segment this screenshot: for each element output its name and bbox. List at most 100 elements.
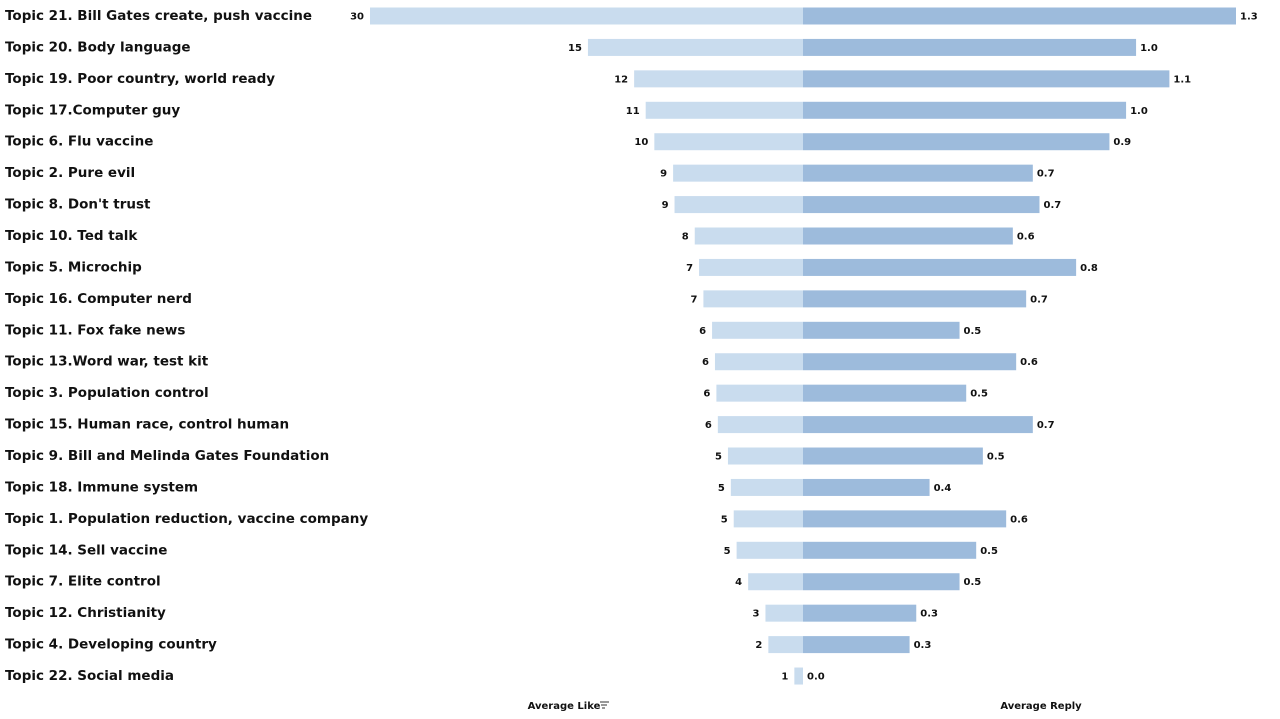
- data-label: 7: [690, 294, 697, 305]
- bar: [714, 353, 803, 371]
- bar: [716, 384, 803, 402]
- data-label: 0.3: [920, 609, 938, 620]
- bar: [736, 541, 803, 559]
- data-label: 1.1: [1173, 74, 1191, 85]
- bar: [694, 227, 803, 245]
- bar: [803, 258, 1077, 276]
- data-label: 0.6: [1010, 514, 1028, 525]
- data-label: 0.7: [1037, 420, 1055, 431]
- category-label: Topic 13.Word war, test kit: [5, 354, 209, 370]
- data-label: 10: [634, 137, 648, 148]
- category-label: Topic 16. Computer nerd: [5, 291, 192, 307]
- category-label: Topic 19. Poor country, world ready: [5, 71, 275, 87]
- data-label: 0.3: [914, 640, 932, 651]
- category-label: Topic 3. Population control: [5, 385, 209, 401]
- data-label: 9: [662, 200, 669, 211]
- category-label: Topic 18. Immune system: [5, 479, 198, 495]
- bar: [803, 290, 1027, 308]
- data-label: 5: [718, 483, 725, 494]
- axis-label: Average Reply: [1000, 701, 1082, 712]
- category-label: Topic 15. Human race, control human: [5, 417, 289, 433]
- data-label: 0.7: [1043, 200, 1061, 211]
- data-label: 6: [705, 420, 712, 431]
- category-label: Topic 12. Christianity: [5, 605, 166, 621]
- data-label: 0.7: [1037, 169, 1055, 180]
- data-label: 0.6: [1017, 232, 1035, 243]
- bar: [587, 38, 803, 56]
- data-label: 0.5: [970, 389, 988, 400]
- category-label: Topic 9. Bill and Melinda Gates Foundati…: [5, 448, 329, 464]
- data-label: 1: [781, 672, 788, 683]
- category-label: Topic 4. Developing country: [5, 637, 217, 653]
- bar: [803, 7, 1236, 25]
- bar: [717, 416, 803, 434]
- data-label: 0.6: [1020, 357, 1038, 368]
- data-label: 1.0: [1140, 43, 1158, 54]
- data-label: 8: [682, 232, 689, 243]
- data-label: 0.5: [964, 326, 982, 337]
- data-label: 3: [753, 609, 760, 620]
- category-label: Topic 1. Population reduction, vaccine c…: [5, 511, 368, 527]
- bar: [803, 636, 910, 654]
- bar: [803, 227, 1013, 245]
- bar: [673, 164, 803, 182]
- data-label: 0.0: [807, 672, 825, 683]
- bar: [803, 321, 960, 339]
- category-label: Topic 20. Body language: [5, 39, 191, 55]
- bar: [748, 573, 803, 591]
- bar: [803, 604, 917, 622]
- bar: [803, 101, 1127, 119]
- category-label: Topic 17.Computer guy: [5, 102, 180, 118]
- bar: [727, 447, 803, 465]
- category-label: Topic 11. Fox fake news: [5, 322, 185, 338]
- bar: [654, 133, 803, 151]
- bar: [803, 447, 983, 465]
- bar: [712, 321, 803, 339]
- bar: [803, 164, 1033, 182]
- axis-label: Average Like: [528, 701, 601, 712]
- category-label: Topic 2. Pure evil: [5, 165, 135, 181]
- bar: [803, 478, 930, 496]
- bar: [370, 7, 803, 25]
- data-label: 30: [350, 12, 364, 23]
- data-label: 6: [702, 357, 709, 368]
- bar: [794, 667, 803, 685]
- data-label: 5: [715, 452, 722, 463]
- data-label: 0.8: [1080, 263, 1098, 274]
- bar: [733, 510, 803, 528]
- data-label: 6: [703, 389, 710, 400]
- data-label: 15: [568, 43, 582, 54]
- bar: [803, 541, 977, 559]
- category-label: Topic 10. Ted talk: [5, 228, 138, 244]
- bar: [803, 416, 1033, 434]
- bar: [803, 384, 967, 402]
- category-label: Topic 8. Don't trust: [5, 197, 151, 213]
- data-label: 11: [626, 106, 640, 117]
- category-label: Topic 22. Social media: [5, 668, 174, 684]
- bar: [803, 573, 960, 591]
- bar: [803, 353, 1017, 371]
- bar: [674, 196, 803, 214]
- data-label: 0.7: [1030, 294, 1048, 305]
- data-label: 4: [735, 577, 742, 588]
- bar: [730, 478, 803, 496]
- data-label: 7: [686, 263, 693, 274]
- category-label: Topic 7. Elite control: [5, 574, 161, 590]
- data-label: 0.9: [1113, 137, 1131, 148]
- data-label: 1.0: [1130, 106, 1148, 117]
- data-label: 0.5: [987, 452, 1005, 463]
- bar: [803, 196, 1040, 214]
- data-label: 2: [755, 640, 762, 651]
- bar: [803, 133, 1110, 151]
- bar: [768, 636, 803, 654]
- sort-icon[interactable]: [600, 701, 609, 709]
- bar: [765, 604, 803, 622]
- bar: [803, 38, 1137, 56]
- bar: [645, 101, 803, 119]
- bar: [699, 258, 803, 276]
- data-label: 0.5: [980, 546, 998, 557]
- bar: [803, 510, 1007, 528]
- data-label: 0.5: [964, 577, 982, 588]
